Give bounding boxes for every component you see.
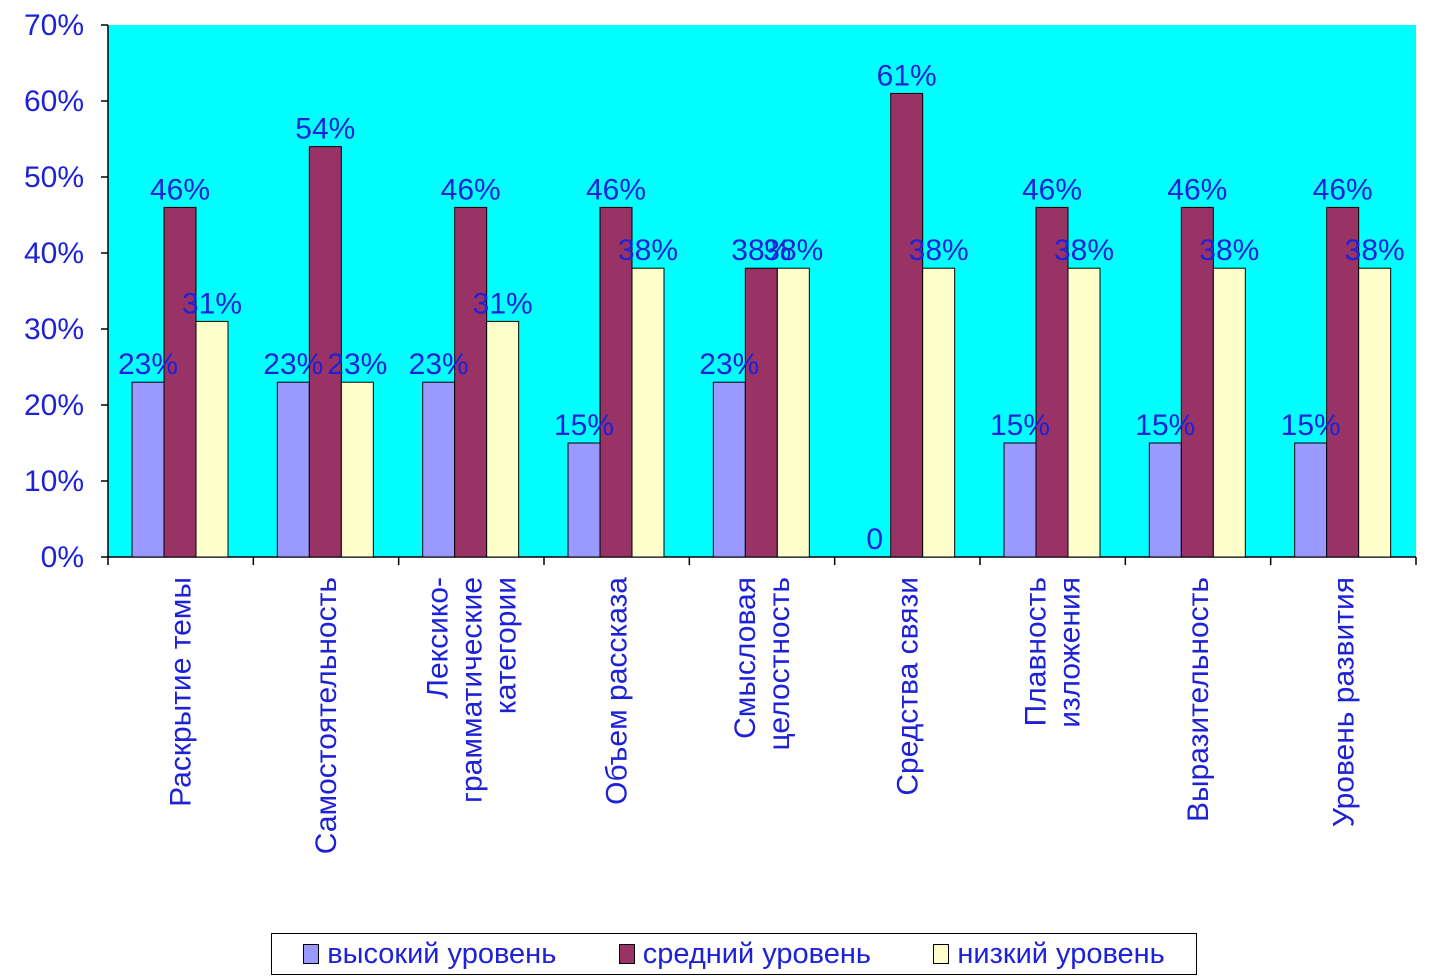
- y-tick-label: 50%: [24, 161, 84, 194]
- category-label-line: изложения: [1054, 577, 1087, 728]
- legend-label-high: высокий уровень: [327, 937, 557, 970]
- data-label: 46%: [586, 173, 646, 206]
- category-label: Объем рассказа: [601, 577, 634, 805]
- data-label: 54%: [295, 113, 355, 146]
- y-tick-label: 20%: [24, 389, 84, 422]
- data-label: 61%: [877, 59, 937, 92]
- category-label: Самостоятельность: [310, 577, 343, 854]
- legend: высокий уровень средний уровень низкий у…: [271, 933, 1197, 975]
- bar: [776, 267, 810, 558]
- legend-item-high: высокий уровень: [303, 938, 556, 971]
- bar: [1212, 267, 1246, 558]
- bar: [744, 267, 778, 558]
- data-label: 23%: [699, 348, 759, 381]
- bar: [1326, 206, 1360, 558]
- bar: [890, 92, 924, 558]
- bar: [1358, 267, 1392, 558]
- bar: [567, 442, 601, 558]
- bar: [1067, 267, 1101, 558]
- legend-item-low: низкий уровень: [933, 937, 1165, 971]
- data-label: 31%: [182, 287, 242, 320]
- bar: [276, 381, 310, 558]
- legend-label-medium: средний уровень: [642, 937, 871, 970]
- category-label-line: Уровень развития: [1327, 577, 1360, 827]
- legend-swatch-high: [303, 944, 320, 964]
- bar: [599, 206, 633, 558]
- legend-item-medium: средний уровень: [618, 937, 871, 971]
- bar: [1180, 206, 1214, 558]
- bar: [1035, 206, 1069, 558]
- category-label: Смысловая целостность: [729, 577, 796, 750]
- data-label: 46%: [1167, 173, 1227, 206]
- data-label: 0: [866, 523, 883, 556]
- bar: [195, 320, 229, 558]
- bar: [922, 267, 956, 558]
- data-label: 38%: [618, 234, 678, 267]
- data-label: 46%: [441, 173, 501, 206]
- bar: [1148, 442, 1182, 558]
- category-label-line: Средства связи: [891, 577, 924, 796]
- bar: [486, 320, 520, 558]
- data-label: 38%: [1199, 234, 1259, 267]
- category-label-line: целостность: [763, 577, 796, 750]
- bar: [631, 267, 665, 558]
- data-label: 15%: [1135, 409, 1195, 442]
- category-label-line: Раскрытие темы: [165, 577, 198, 807]
- legend-swatch-low: [933, 944, 950, 964]
- data-label: 15%: [554, 409, 614, 442]
- data-label: 31%: [473, 287, 533, 320]
- bar: [1294, 442, 1328, 558]
- category-label-line: категории: [489, 577, 522, 714]
- category-label: Средства связи: [891, 577, 924, 796]
- data-label: 38%: [909, 234, 969, 267]
- category-label: Уровень развития: [1327, 577, 1360, 827]
- category-label: Плавность изложения: [1020, 577, 1087, 728]
- data-label: 23%: [409, 348, 469, 381]
- data-label: 46%: [1022, 173, 1082, 206]
- data-label: 23%: [118, 348, 178, 381]
- y-tick-label: 0%: [41, 541, 84, 574]
- data-label: 23%: [263, 348, 323, 381]
- category-label-line: Самостоятельность: [310, 577, 343, 854]
- bar: [131, 381, 165, 558]
- bar: [1003, 442, 1037, 558]
- y-tick-label: 70%: [24, 9, 84, 42]
- category-label: Лексико-грамматические категории: [421, 577, 522, 803]
- data-label: 38%: [731, 234, 791, 267]
- category-label: Выразительность: [1182, 577, 1215, 822]
- category-label-line: Объем рассказа: [601, 577, 634, 805]
- bar: [340, 381, 374, 558]
- category-label-line: грамматические: [455, 577, 488, 803]
- category-label-line: Смысловая: [729, 577, 762, 739]
- data-label: 38%: [763, 234, 823, 267]
- category-label-line: Лексико-: [421, 577, 454, 699]
- data-label: 15%: [1281, 409, 1341, 442]
- data-label: 46%: [150, 173, 210, 206]
- data-label: 38%: [1345, 234, 1405, 267]
- legend-swatch-medium: [618, 944, 635, 964]
- bar: [422, 381, 456, 558]
- data-label: 46%: [1313, 173, 1373, 206]
- data-label: 15%: [990, 409, 1050, 442]
- y-tick-label: 40%: [24, 237, 84, 270]
- bar: [308, 146, 342, 558]
- y-tick-label: 60%: [24, 85, 84, 118]
- category-label: Раскрытие темы: [165, 577, 198, 807]
- bar: [454, 206, 488, 558]
- y-tick-label: 30%: [24, 313, 84, 346]
- bar: [712, 381, 746, 558]
- category-label-line: Выразительность: [1182, 577, 1215, 822]
- y-tick-label: 10%: [24, 465, 84, 498]
- data-label: 38%: [1054, 234, 1114, 267]
- category-label-line: Плавность: [1020, 577, 1053, 726]
- data-label: 23%: [327, 348, 387, 381]
- bar: [163, 206, 197, 558]
- legend-label-low: низкий уровень: [957, 937, 1165, 970]
